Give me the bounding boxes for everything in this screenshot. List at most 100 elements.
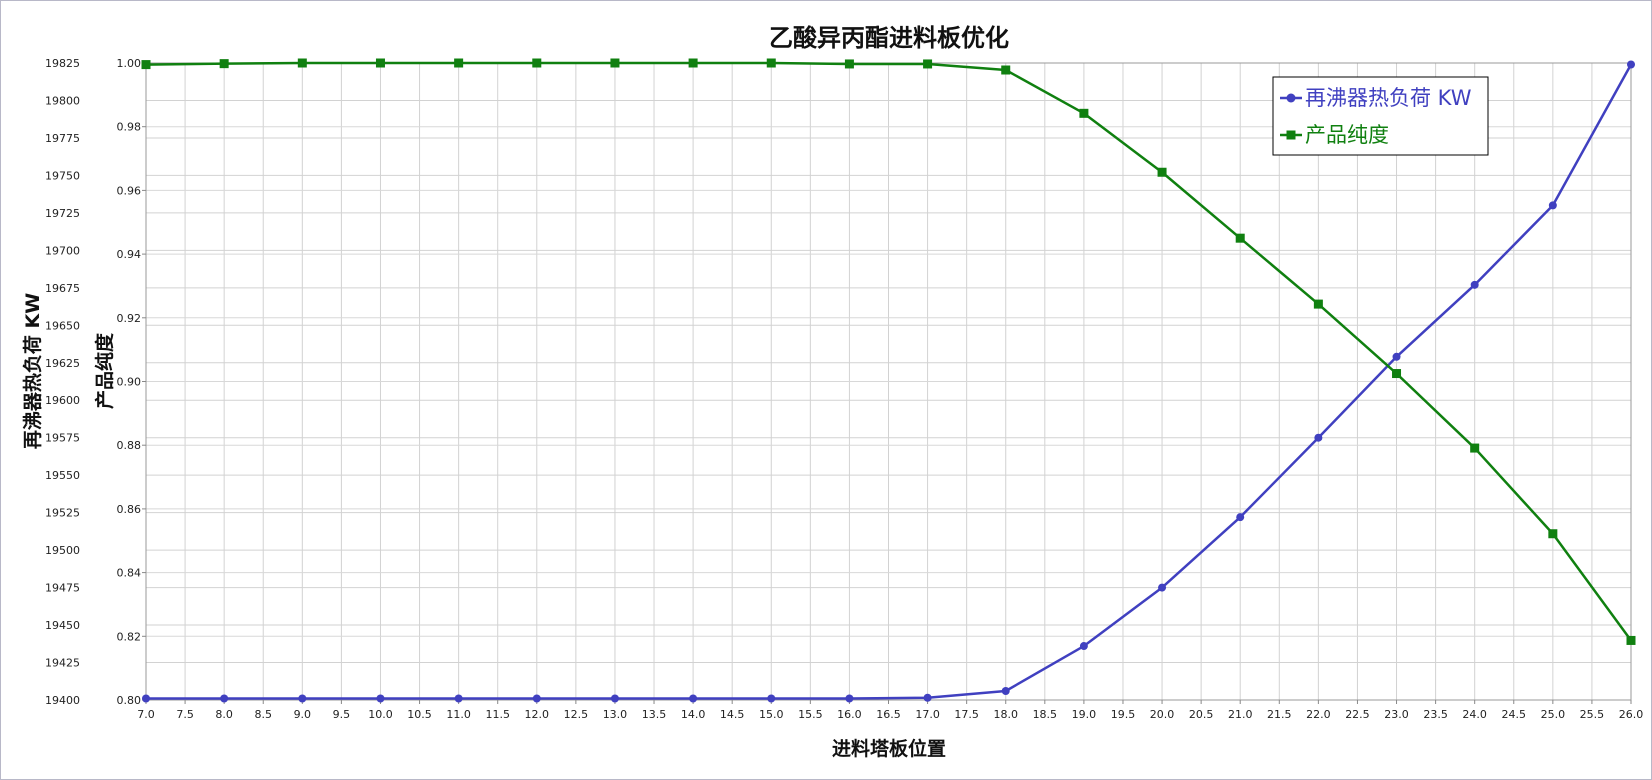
data-point-0 <box>1470 280 1479 289</box>
data-point-0 <box>454 694 463 703</box>
data-point-0 <box>220 694 229 703</box>
x-tick-label: 13.0 <box>603 708 628 721</box>
data-point-0 <box>610 694 619 703</box>
right-tick-label: 0.98 <box>117 121 142 134</box>
series-layer <box>141 58 1636 703</box>
right-axis-ticks: 0.80 0.82 0.84 0.86 0.88 0.90 0.92 0.94 0.96 0.98… <box>117 57 146 707</box>
x-tick-label: 17.0 <box>915 708 940 721</box>
series-line-1 <box>145 61 1633 642</box>
x-axis-title: 进料塔板位置 <box>832 737 946 760</box>
data-point-1 <box>1001 65 1011 75</box>
legend-marker-0 <box>1286 93 1296 103</box>
x-tick-label: 7.5 <box>176 708 194 721</box>
x-tick-label: 12.0 <box>525 708 550 721</box>
x-tick-label: 16.0 <box>837 708 862 721</box>
right-tick-label: 0.82 <box>117 630 142 643</box>
x-tick-label: 13.5 <box>642 708 667 721</box>
x-tick-label: 20.5 <box>1189 708 1214 721</box>
x-tick-label: 18.0 <box>993 708 1018 721</box>
left-tick-label: 19775 <box>45 132 80 145</box>
data-point-0 <box>1314 433 1323 442</box>
x-tick-label: 22.0 <box>1306 708 1331 721</box>
data-point-0 <box>376 694 385 703</box>
chart-title: 乙酸异丙酯进料板优化 <box>769 24 1009 52</box>
x-tick-label: 17.5 <box>954 708 979 721</box>
x-tick-label: 7.0 <box>137 708 155 721</box>
x-tick-label: 26.0 <box>1619 708 1644 721</box>
legend-marker-1 <box>1286 130 1296 140</box>
x-tick-label: 11.5 <box>485 708 510 721</box>
x-tick-label: 25.5 <box>1580 708 1605 721</box>
right-tick-label: 0.96 <box>117 184 142 197</box>
x-tick-label: 14.5 <box>720 708 745 721</box>
data-point-0 <box>689 694 698 703</box>
x-tick-label: 15.0 <box>759 708 784 721</box>
data-point-1 <box>1235 233 1245 243</box>
data-point-0 <box>1392 352 1401 361</box>
x-tick-label: 22.5 <box>1345 708 1370 721</box>
left-tick-label: 19800 <box>45 94 80 107</box>
data-point-1 <box>610 58 620 68</box>
data-point-1 <box>1626 635 1636 645</box>
left-tick-label: 19475 <box>45 582 80 595</box>
x-tick-label: 21.5 <box>1267 708 1292 721</box>
x-tick-label: 14.0 <box>681 708 706 721</box>
data-point-1 <box>688 58 698 68</box>
right-axis-title: 产品纯度 <box>93 332 116 409</box>
left-tick-label: 19550 <box>45 469 80 482</box>
x-tick-label: 19.0 <box>1072 708 1097 721</box>
left-axis-ticks: 19400 19425 19450 19475 19500 19525 19550 19575… <box>45 57 80 707</box>
left-axis-title: 再沸器热负荷 KW <box>21 293 44 449</box>
x-tick-label: 24.5 <box>1502 708 1527 721</box>
data-point-0 <box>532 694 541 703</box>
data-point-0 <box>1158 583 1167 592</box>
x-tick-label: 18.5 <box>1033 708 1058 721</box>
legend: 再沸器热负荷 KW 产品纯度 <box>1272 76 1489 156</box>
x-tick-label: 24.0 <box>1462 708 1487 721</box>
right-tick-label: 0.94 <box>117 248 142 261</box>
x-tick-label: 25.0 <box>1541 708 1566 721</box>
legend-label-0: 再沸器热负荷 KW <box>1305 86 1472 110</box>
legend-box <box>1272 76 1489 156</box>
data-point-0 <box>1548 201 1557 210</box>
data-point-1 <box>1313 299 1323 309</box>
right-tick-label: 1.00 <box>117 57 142 70</box>
right-tick-label: 0.80 <box>117 694 142 707</box>
x-tick-label: 8.5 <box>254 708 272 721</box>
right-tick-label: 0.86 <box>117 503 142 516</box>
data-point-0 <box>1001 687 1010 696</box>
data-point-0 <box>1079 642 1088 651</box>
data-point-1 <box>923 59 933 69</box>
x-tick-label: 12.5 <box>564 708 589 721</box>
x-tick-label: 23.5 <box>1423 708 1448 721</box>
data-point-0 <box>1236 513 1245 522</box>
data-point-0 <box>767 694 776 703</box>
data-point-1 <box>1079 108 1089 118</box>
left-tick-label: 19725 <box>45 207 80 220</box>
data-point-1 <box>1548 529 1558 539</box>
data-point-1 <box>1470 443 1480 453</box>
right-tick-label: 0.92 <box>117 312 142 325</box>
data-point-1 <box>766 58 776 68</box>
data-point-0 <box>845 694 854 703</box>
left-tick-label: 19400 <box>45 694 80 707</box>
x-tick-label: 15.5 <box>798 708 823 721</box>
left-tick-label: 19650 <box>45 319 80 332</box>
left-tick-label: 19575 <box>45 432 80 445</box>
x-tick-label: 21.0 <box>1228 708 1253 721</box>
x-tick-label: 9.5 <box>333 708 351 721</box>
x-tick-label: 23.0 <box>1384 708 1409 721</box>
data-point-1 <box>532 58 542 68</box>
data-point-1 <box>375 58 385 68</box>
data-point-0 <box>298 694 307 703</box>
x-tick-label: 19.5 <box>1111 708 1136 721</box>
x-tick-label: 10.0 <box>368 708 393 721</box>
legend-label-1: 产品纯度 <box>1305 123 1389 147</box>
right-tick-label: 0.90 <box>117 376 142 389</box>
data-point-0 <box>923 693 932 702</box>
left-tick-label: 19600 <box>45 394 80 407</box>
right-tick-label: 0.84 <box>117 567 142 580</box>
data-point-1 <box>219 59 229 69</box>
